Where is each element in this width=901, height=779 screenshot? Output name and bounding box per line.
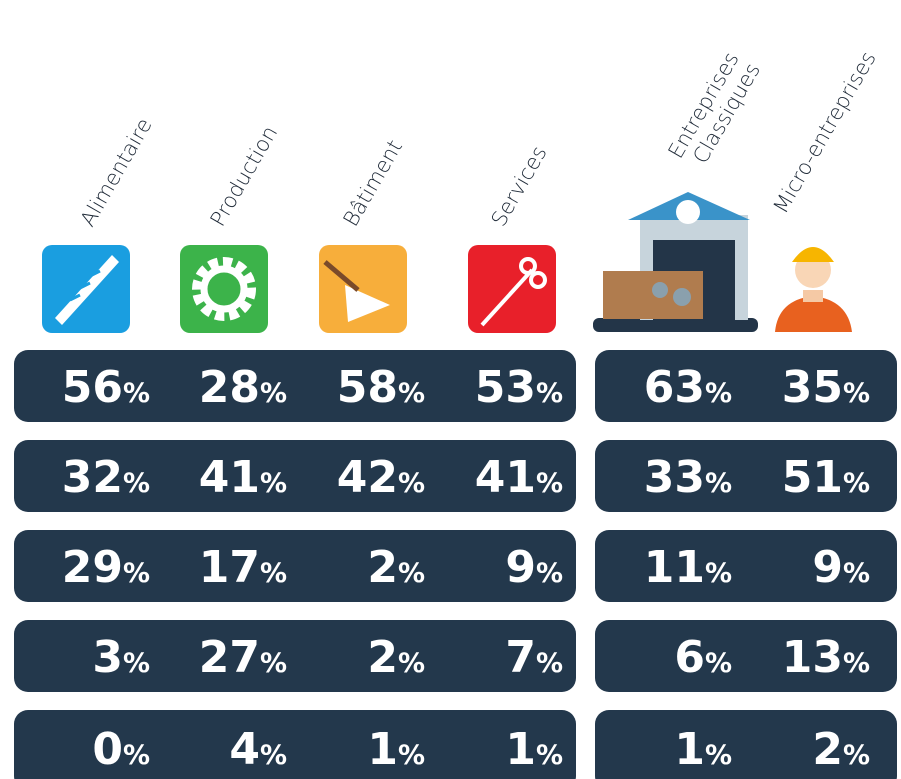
cell-number: 56 <box>62 362 123 413</box>
header-text: Services <box>487 142 552 231</box>
cell-number: 1 <box>505 724 536 775</box>
cell-number: 63 <box>644 362 705 413</box>
cell-unit: % <box>843 468 870 499</box>
cell-number: 41 <box>475 452 536 503</box>
cell-number: 42 <box>337 452 398 503</box>
cell-unit: % <box>536 468 563 499</box>
cell-unit: % <box>123 378 150 409</box>
cell-number: 1 <box>674 724 705 775</box>
cell-number: 0 <box>92 724 123 775</box>
cell-number: 13 <box>782 632 843 683</box>
cell-unit: % <box>536 378 563 409</box>
cell-unit: % <box>398 468 425 499</box>
cell-unit: % <box>843 378 870 409</box>
cell-unit: % <box>705 740 732 771</box>
cell-unit: % <box>260 378 287 409</box>
cell-unit: % <box>260 558 287 589</box>
cell-number: 53 <box>475 362 536 413</box>
cell-unit: % <box>123 558 150 589</box>
icon-alimentaire <box>42 245 130 333</box>
cell-number: 58 <box>337 362 398 413</box>
cell-unit: % <box>705 378 732 409</box>
header-text: Bâtiment <box>339 136 408 231</box>
cell-number: 6 <box>674 632 705 683</box>
cell-unit: % <box>536 648 563 679</box>
column-header: Micro-entreprises <box>769 47 881 217</box>
cell-number: 2 <box>812 724 843 775</box>
icon-batiment <box>319 245 407 333</box>
cell-number: 29 <box>62 542 123 593</box>
cell-unit: % <box>260 648 287 679</box>
cell-unit: % <box>536 740 563 771</box>
infographic: Alimentaire Production Bâtiment Services Ent… <box>0 0 901 779</box>
column-header: Production <box>206 122 283 231</box>
header-text: Micro-entreprises <box>769 47 881 217</box>
cell-number: 1 <box>367 724 398 775</box>
cell-number: 41 <box>199 452 260 503</box>
cell-unit: % <box>843 558 870 589</box>
cell-unit: % <box>123 468 150 499</box>
column-header: Bâtiment <box>339 136 408 231</box>
cell-number: 28 <box>199 362 260 413</box>
cell-unit: % <box>705 648 732 679</box>
cell-number: 33 <box>644 452 705 503</box>
cell-unit: % <box>398 740 425 771</box>
cell-unit: % <box>260 740 287 771</box>
cell-number: 2 <box>367 632 398 683</box>
header-text: Production <box>206 122 283 231</box>
icon-production <box>180 245 268 333</box>
cell-number: 7 <box>505 632 536 683</box>
cell-unit: % <box>398 648 425 679</box>
cell-number: 2 <box>367 542 398 593</box>
cell-unit: % <box>843 648 870 679</box>
cell-number: 3 <box>92 632 123 683</box>
cell-unit: % <box>398 378 425 409</box>
cell-number: 9 <box>812 542 843 593</box>
cell-unit: % <box>123 740 150 771</box>
cell-unit: % <box>398 558 425 589</box>
icon-micro-entreprise <box>775 247 852 332</box>
cell-number: 32 <box>62 452 123 503</box>
cell-number: 17 <box>199 542 260 593</box>
cell-number: 27 <box>199 632 260 683</box>
icon-services <box>468 245 556 333</box>
column-header: Services <box>487 142 552 231</box>
cell-number: 9 <box>505 542 536 593</box>
cell-unit: % <box>705 468 732 499</box>
header-text: Alimentaire <box>76 114 157 231</box>
cell-unit: % <box>536 558 563 589</box>
cell-unit: % <box>260 468 287 499</box>
cell-unit: % <box>123 648 150 679</box>
column-header: Alimentaire <box>76 114 157 231</box>
cell-number: 4 <box>229 724 260 775</box>
icon-entreprises <box>593 192 758 332</box>
cell-unit: % <box>843 740 870 771</box>
cell-number: 51 <box>782 452 843 503</box>
cell-number: 35 <box>782 362 843 413</box>
cell-number: 11 <box>644 542 705 593</box>
cell-unit: % <box>705 558 732 589</box>
